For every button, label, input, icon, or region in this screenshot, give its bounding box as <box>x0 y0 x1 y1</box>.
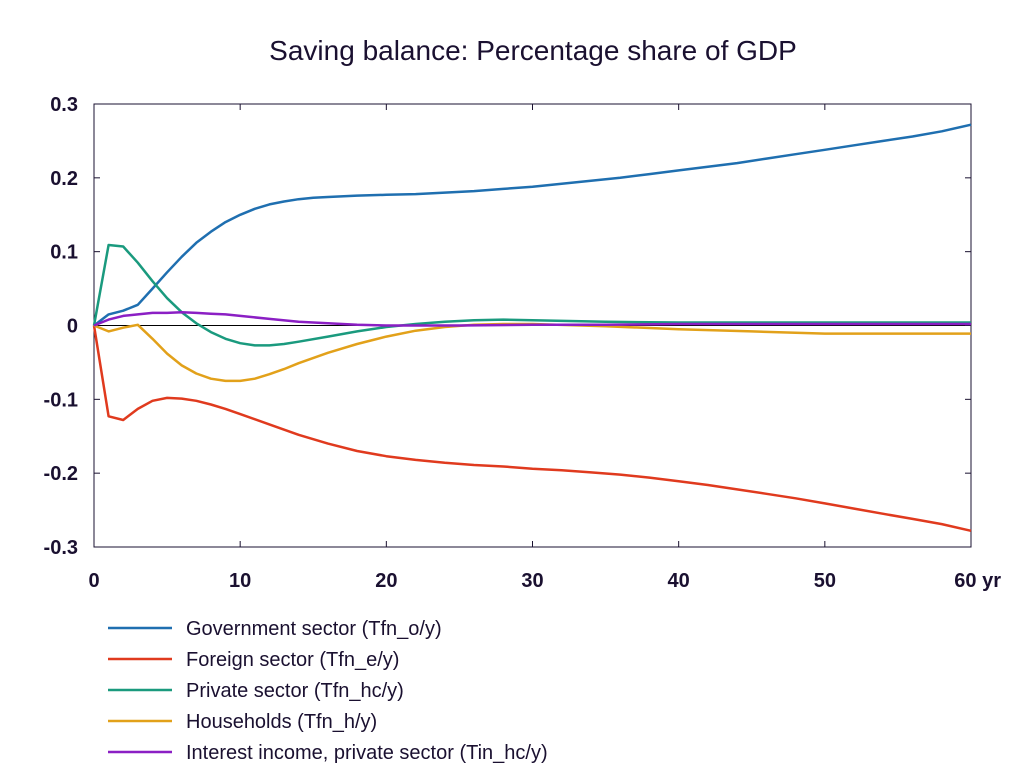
legend-label-2: Foreign sector (Tfn_e/y) <box>186 649 399 671</box>
series-line-1 <box>93 123 972 327</box>
y-tick-label: -0.3 <box>44 537 78 559</box>
x-tick-label: 60 yr <box>954 570 1001 592</box>
x-tick-label: 50 <box>814 570 836 592</box>
series-lines <box>92 123 972 533</box>
x-tick-label: 0 <box>88 570 99 592</box>
y-tick-label: -0.1 <box>44 389 78 411</box>
series-line-5 <box>93 310 971 327</box>
series-line-3 <box>92 243 971 347</box>
ticks: 0.3 0.2 0.1 0 -0.1 -0.2 -0.3 0 10 20 30 40 50 60 yr <box>44 94 1002 592</box>
legend-label-5: Interest income, private sector (Tin_hc/… <box>186 742 548 764</box>
series-line-4 <box>93 322 971 383</box>
y-tick-label: 0.1 <box>50 242 78 264</box>
y-tick-label: 0.2 <box>50 168 78 190</box>
x-tick-label: 40 <box>668 570 690 592</box>
x-tick-label: 30 <box>521 570 543 592</box>
series-line-2 <box>92 325 972 533</box>
legend-label-3: Private sector (Tfn_hc/y) <box>186 680 404 702</box>
legend-label-4: Households (Tfn_h/y) <box>186 711 377 733</box>
legend: Government sector (Tfn_o/y) Foreign secto… <box>108 618 548 764</box>
x-tick-label: 20 <box>375 570 397 592</box>
x-tick-label: 10 <box>229 570 251 592</box>
legend-label-1: Government sector (Tfn_o/y) <box>186 618 442 640</box>
y-tick-label: 0 <box>67 316 78 338</box>
chart-title: Saving balance: Percentage share of GDP <box>269 35 797 66</box>
y-tick-label: 0.3 <box>50 94 78 116</box>
y-tick-label: -0.2 <box>44 463 78 485</box>
